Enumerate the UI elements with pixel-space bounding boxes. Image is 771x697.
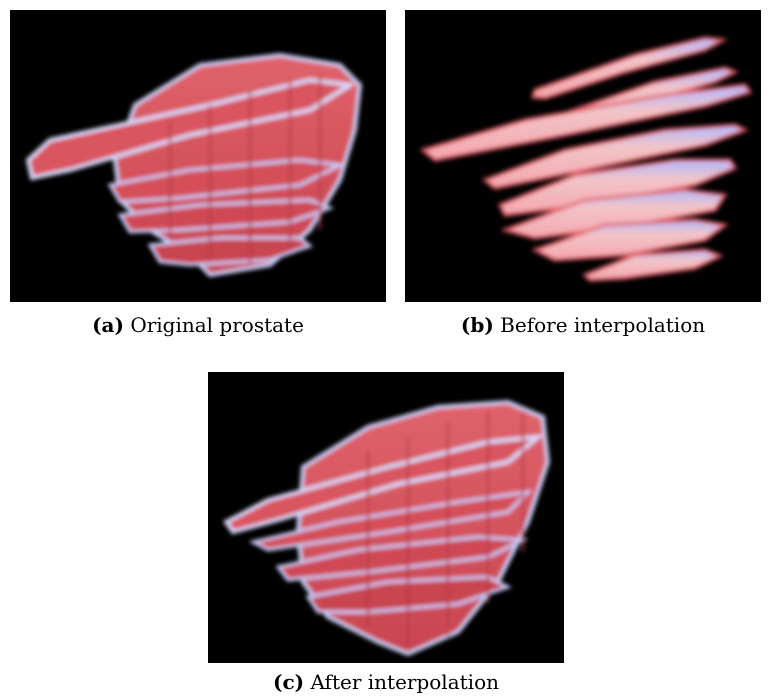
caption-c-text: After interpolation [310,670,499,694]
caption-b: (b) Before interpolation [405,313,761,337]
panel-b-before-interpolation-image [405,10,761,302]
caption-c-label: (c) [273,670,305,694]
after-interpolation-render [223,399,551,657]
caption-a: (a) Original prostate [10,313,386,337]
caption-b-text: Before interpolation [500,313,706,337]
original-prostate-render [25,52,363,278]
panel-a-original-prostate-image [10,10,386,302]
panel-c-after-interpolation-image [208,372,564,663]
before-interpolation-render [419,36,753,282]
caption-b-label: (b) [460,313,494,337]
caption-a-text: Original prostate [130,313,304,337]
caption-a-label: (a) [92,313,124,337]
caption-c: (c) After interpolation [208,670,564,694]
